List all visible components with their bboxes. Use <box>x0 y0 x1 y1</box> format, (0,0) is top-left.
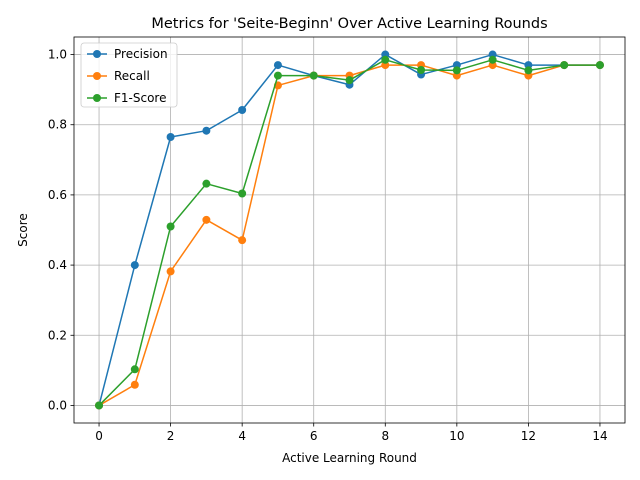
data-point-f1-score <box>130 365 139 374</box>
x-tick-label: 0 <box>95 429 103 443</box>
data-point-precision <box>166 133 175 142</box>
y-tick-label: 0.4 <box>48 258 67 272</box>
y-axis-label: Score <box>16 213 30 247</box>
legend-label: F1-Score <box>114 91 166 105</box>
data-point-f1-score <box>95 401 104 410</box>
data-point-f1-score <box>488 55 497 64</box>
legend: Precision Recall F1-Score <box>80 42 178 108</box>
x-axis-label: Active Learning Round <box>282 451 417 465</box>
y-tick-label: 0.6 <box>48 188 67 202</box>
data-point-f1-score <box>417 65 426 74</box>
data-point-f1-score <box>309 71 318 80</box>
data-point-precision <box>202 126 211 135</box>
data-point-f1-score <box>202 179 211 188</box>
legend-entry-recall: Recall <box>87 69 150 83</box>
y-tick-label: 1.0 <box>48 48 67 62</box>
data-point-recall <box>202 215 211 224</box>
ticks: 0 2 4 6 8 10 12 14 0.0 0.2 0.4 0.6 0.8 1.0 <box>48 48 608 443</box>
data-point-recall <box>238 236 247 245</box>
data-point-f1-score <box>273 71 282 80</box>
x-tick-label: 10 <box>449 429 464 443</box>
data-point-recall <box>130 380 139 389</box>
legend-label: Recall <box>114 69 150 83</box>
data-point-precision <box>238 105 247 114</box>
legend-swatch-marker <box>93 72 101 80</box>
y-tick-label: 0.0 <box>48 398 67 412</box>
data-point-f1-score <box>524 66 533 75</box>
x-tick-label: 8 <box>381 429 389 443</box>
grid <box>74 37 625 423</box>
plot-frame <box>73 36 626 424</box>
data-point-f1-score <box>345 76 354 85</box>
chart-title: Metrics for 'Seite-Beginn' Over Active L… <box>151 16 547 32</box>
x-tick-label: 6 <box>310 429 318 443</box>
legend-swatch-marker <box>93 50 101 58</box>
data-point-f1-score <box>452 66 461 75</box>
data-point-f1-score <box>238 189 247 198</box>
data-point-precision <box>273 61 282 70</box>
x-tick-label: 12 <box>521 429 536 443</box>
y-tick-label: 0.8 <box>48 118 67 132</box>
series-layer <box>95 50 604 410</box>
data-point-f1-score <box>381 55 390 64</box>
data-point-recall <box>166 267 175 276</box>
legend-entry-precision: Precision <box>87 47 168 61</box>
x-tick-label: 2 <box>167 429 175 443</box>
y-tick-label: 0.2 <box>48 328 67 342</box>
legend-box <box>80 42 178 108</box>
data-point-f1-score <box>560 61 569 70</box>
data-point-f1-score <box>166 222 175 231</box>
legend-swatch-marker <box>93 94 101 102</box>
legend-label: Precision <box>114 47 168 61</box>
series-f1-score <box>95 55 604 410</box>
data-point-f1-score <box>595 61 604 70</box>
x-tick-label: 4 <box>238 429 246 443</box>
x-tick-label: 14 <box>592 429 607 443</box>
data-point-precision <box>130 261 139 270</box>
legend-entry-f1-score: F1-Score <box>87 91 166 105</box>
